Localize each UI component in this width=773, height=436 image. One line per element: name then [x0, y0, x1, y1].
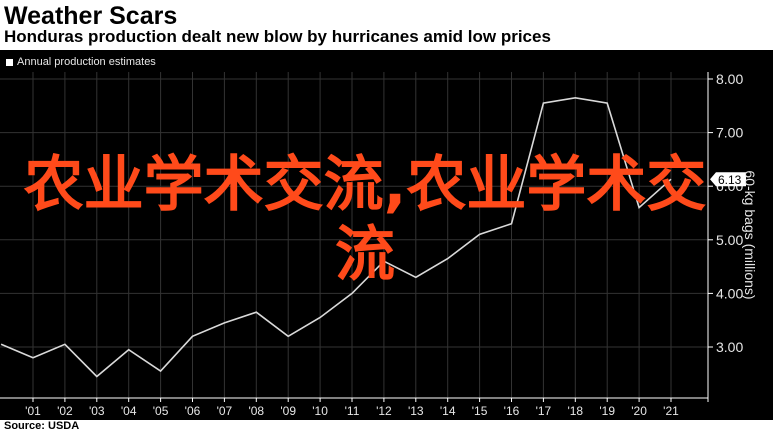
- x-tick-label: '09: [280, 404, 296, 418]
- x-tick-label: '08: [248, 404, 264, 418]
- header: Weather Scars Honduras production dealt …: [0, 0, 773, 50]
- y-tick-label: 7.00: [716, 125, 743, 141]
- x-tick-label: '07: [217, 404, 233, 418]
- legend-label: Annual production estimates: [17, 56, 156, 68]
- x-tick-label: '14: [440, 404, 456, 418]
- x-tick-label: '06: [185, 404, 201, 418]
- x-tick-label: '12: [376, 404, 392, 418]
- x-tick-label: '01: [25, 404, 41, 418]
- legend-swatch: [6, 58, 13, 66]
- last-value-label: 6.13: [718, 173, 742, 187]
- x-tick-label: '04: [121, 404, 137, 418]
- legend: Annual production estimates: [6, 56, 156, 68]
- y-tick-label: 4.00: [716, 285, 743, 301]
- x-tick-label: '13: [408, 404, 424, 418]
- x-tick-label: '15: [472, 404, 488, 418]
- x-tick-label: '17: [536, 404, 552, 418]
- x-tick-label: '03: [89, 404, 105, 418]
- series-line: [0, 96, 672, 378]
- source-note: Source: USDA: [4, 420, 80, 432]
- y-axis-label: 60-kg bags (millions): [742, 170, 758, 300]
- x-tick-label: '02: [57, 404, 73, 418]
- y-tick-label: 3.00: [716, 339, 743, 355]
- last-value-tag: [710, 172, 746, 187]
- x-tick-label: '16: [504, 404, 520, 418]
- chart-subtitle: Honduras production dealt new blow by hu…: [4, 27, 551, 46]
- x-tick-label: '11: [345, 404, 360, 418]
- watermark-overlay: 农业学术交流,农业学术交流: [23, 150, 707, 290]
- y-tick-label: 8.00: [716, 71, 743, 87]
- x-tick-label: '05: [153, 404, 169, 418]
- x-tick-label: '21: [663, 404, 679, 418]
- x-tick-label: '10: [312, 404, 328, 418]
- x-tick-label: '19: [599, 404, 615, 418]
- x-tick-label: '20: [631, 404, 647, 418]
- x-tick-label: '18: [567, 404, 583, 418]
- y-tick-label: 5.00: [716, 232, 743, 248]
- chart-title: Weather Scars: [4, 2, 178, 30]
